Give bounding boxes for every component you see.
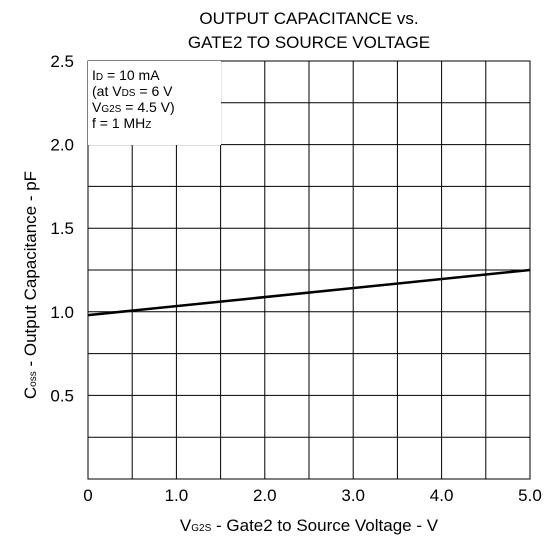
y-tick-label: 1.5 [50,219,74,238]
condition-vg2s: VG2S = 4.5 V) [92,99,175,116]
condition-id: ID = 10 mA [92,67,160,84]
plot-frame [87,60,531,480]
x-tick-label: 3.0 [341,486,365,505]
x-tick-label: 2.0 [253,486,277,505]
chart-title-line-2: GATE2 TO SOURCE VOLTAGE [187,33,431,52]
series-line [87,268,531,317]
x-tick-label: 0 [83,486,92,505]
tick-labels: 0 1.0 2.0 3.0 4.0 5.0 0.5 1.0 1.5 2.0 2.5 [50,52,541,505]
x-axis-label: VG2S - Gate2 to Source Voltage - V [179,516,439,535]
condition-vds: (at VDS = 6 V [92,83,173,100]
y-tick-label: 2.5 [50,52,74,71]
x-tick-label: 1.0 [165,486,189,505]
y-tick-label: 0.5 [50,386,74,405]
conditions-box: ID = 10 mA (at VDS = 6 V VG2S = 4.5 V) f… [88,61,221,145]
condition-frequency: f = 1 MHZ [92,115,152,132]
chart-title-line-1: OUTPUT CAPACITANCE vs. [199,9,419,28]
y-axis-label: Coss - Output Capacitance - pF [21,170,40,400]
y-tick-label: 2.0 [50,136,74,155]
grid [88,61,530,479]
data-series [87,268,531,317]
y-tick-label: 1.0 [50,303,74,322]
x-tick-label: 5.0 [518,486,542,505]
x-tick-label: 4.0 [430,486,454,505]
